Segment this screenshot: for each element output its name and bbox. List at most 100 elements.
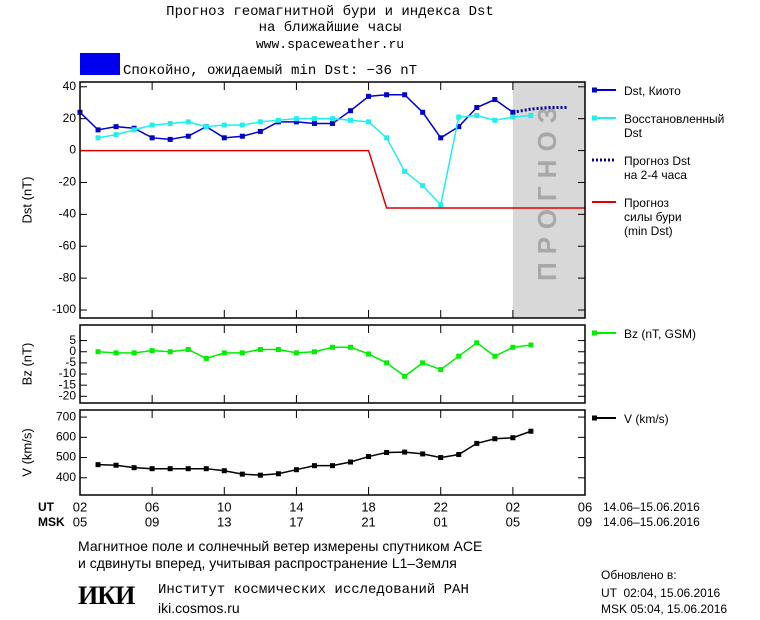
point: [528, 342, 534, 348]
x-tick-label: 06: [145, 499, 159, 514]
series-line: [80, 149, 585, 209]
point: [293, 116, 299, 122]
point: [474, 105, 480, 111]
legend-label: Прогноз силы бури (min Dst): [624, 196, 682, 238]
point: [257, 472, 263, 478]
date-ut: 14.06–15.06.2016: [603, 500, 700, 514]
point: [203, 355, 209, 361]
x-tick-label-msk: 17: [289, 514, 303, 529]
point: [185, 133, 191, 139]
point: [311, 349, 317, 355]
point: [293, 467, 299, 473]
point: [113, 462, 119, 468]
x-tick-label-msk: 21: [361, 514, 375, 529]
x-tick-label: 02: [73, 499, 87, 514]
legend-label: Прогноз Dst на 2-4 часа: [624, 154, 691, 182]
x-tick-label: 06: [578, 499, 592, 514]
point: [456, 353, 462, 359]
point: [402, 92, 408, 98]
legend-marker: [592, 87, 597, 93]
point: [185, 347, 191, 353]
legend-label: Восстановленный Dst: [624, 112, 725, 140]
point: [348, 117, 354, 123]
point: [456, 452, 462, 458]
y-tick-label: 5: [69, 333, 76, 347]
y-tick-label: -15: [59, 377, 77, 391]
point: [149, 122, 155, 128]
point: [474, 112, 480, 118]
x-tick-label-msk: 09: [145, 514, 159, 529]
y-tick-label: -40: [59, 207, 77, 221]
point: [402, 449, 408, 455]
point: [474, 440, 480, 446]
site: www.spaceweather.ru: [255, 37, 405, 52]
point: [257, 128, 263, 134]
point: [348, 108, 354, 114]
point: [438, 455, 444, 461]
x-tick-label-msk: 01: [433, 514, 447, 529]
y-tick-label: -10: [59, 366, 77, 380]
point: [330, 116, 335, 122]
point: [167, 349, 173, 355]
point: [149, 135, 155, 141]
point: [131, 350, 137, 356]
point: [221, 350, 227, 356]
point: [528, 112, 534, 118]
point: [113, 132, 119, 138]
point: [330, 344, 335, 350]
point: [492, 436, 498, 442]
point: [384, 135, 390, 141]
point: [293, 119, 299, 125]
forecast-label: ПРОГНОЗ: [532, 99, 562, 281]
point: [438, 135, 444, 141]
x-tick-label-msk: 05: [506, 514, 520, 529]
legend-marker: [592, 415, 597, 421]
point: [402, 168, 408, 174]
point: [239, 122, 245, 128]
y-tick-label: 0: [69, 143, 76, 157]
point: [348, 459, 354, 465]
legend-label: V (km/s): [624, 412, 669, 426]
point: [420, 451, 426, 457]
point: [402, 373, 408, 379]
point: [239, 350, 245, 356]
point: [366, 119, 372, 125]
y-axis-label: V (km/s): [19, 428, 34, 476]
status-text: Спокойно, ожидаемый min Dst: −36 nT: [123, 63, 418, 79]
point: [275, 347, 281, 353]
point: [384, 92, 390, 98]
y-tick-label: 500: [56, 450, 76, 464]
y-tick-label: -20: [59, 388, 77, 402]
x-tick-label: 14: [289, 499, 303, 514]
y-tick-label: -5: [65, 355, 76, 369]
point: [311, 116, 317, 122]
legend-marker: [592, 330, 597, 336]
point: [203, 466, 209, 472]
legend-marker: [592, 115, 597, 121]
point: [221, 468, 227, 474]
point: [492, 97, 498, 103]
y-tick-label: -80: [59, 270, 77, 284]
point: [131, 465, 137, 471]
point: [366, 93, 372, 99]
point: [185, 119, 191, 125]
legend-label: Bz (nT, GSM): [624, 327, 697, 341]
point: [474, 340, 480, 346]
y-tick-label: 0: [69, 344, 76, 358]
series-line: [98, 430, 532, 476]
point: [113, 350, 119, 356]
point: [420, 109, 426, 115]
point: [95, 462, 101, 468]
point: [95, 135, 101, 141]
point: [420, 360, 426, 366]
point: [420, 183, 426, 189]
point: [293, 350, 299, 356]
institute: Институт космических исследований РАН: [158, 582, 469, 598]
point: [95, 349, 101, 355]
point: [185, 466, 191, 472]
y-tick-label: -20: [59, 175, 77, 189]
point: [492, 353, 498, 359]
series-line: [97, 114, 531, 207]
point: [456, 124, 462, 130]
